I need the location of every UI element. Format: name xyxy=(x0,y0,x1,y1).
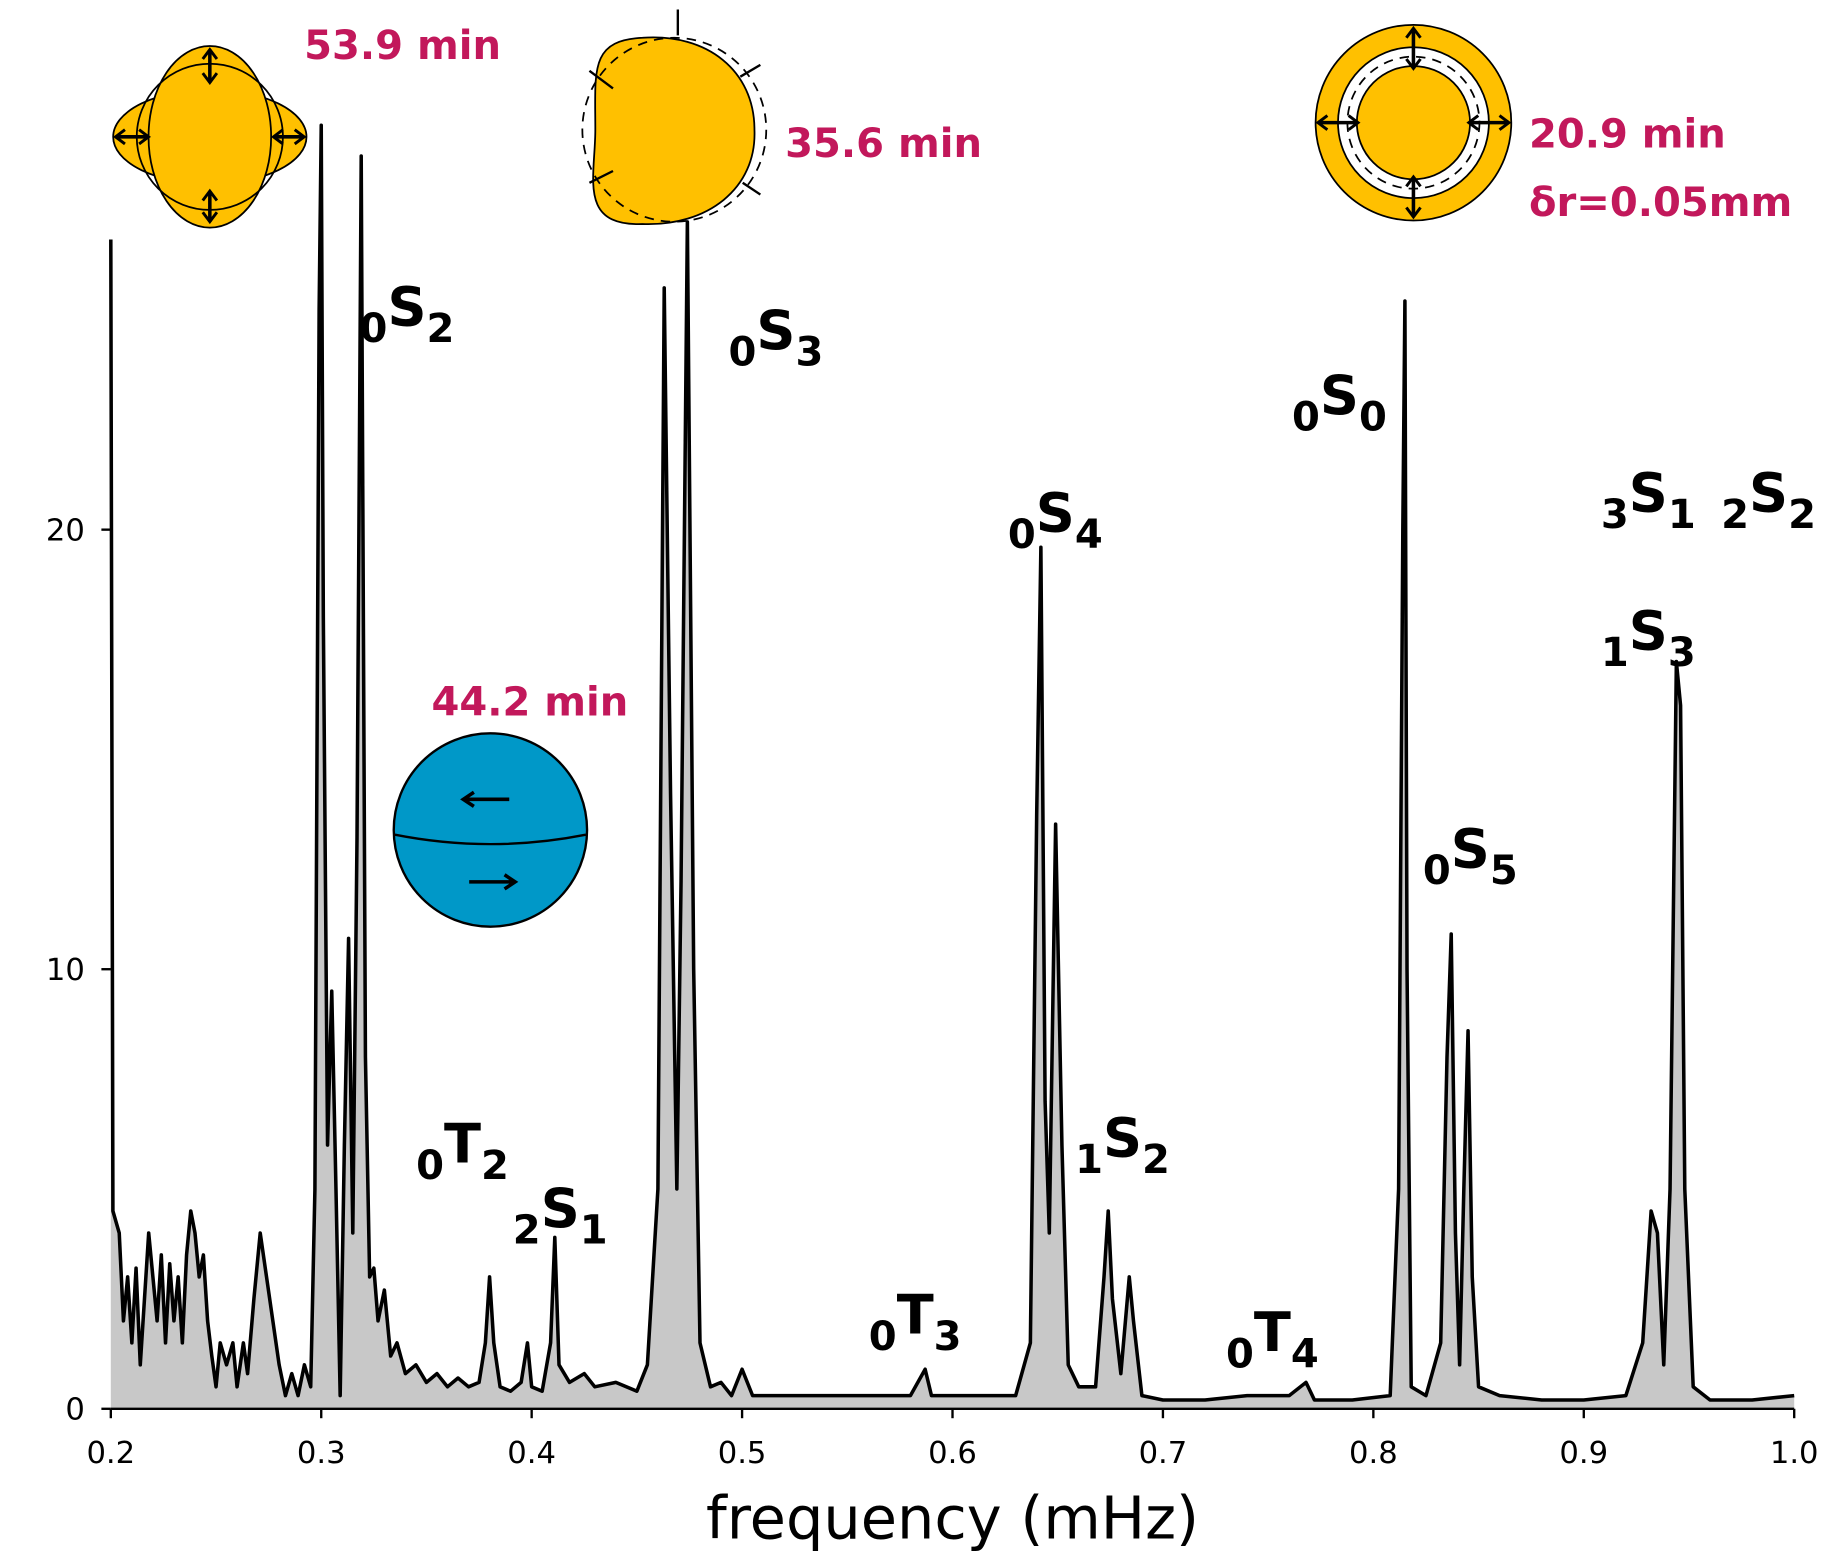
mode-degree: 2 xyxy=(481,1143,509,1189)
spectrum-line xyxy=(109,123,1795,1402)
mode-label: 2S1 xyxy=(513,1177,608,1254)
mode-label: 0S4 xyxy=(1008,482,1103,559)
mode-order: 1 xyxy=(1601,630,1629,676)
mode-label: 1S3 xyxy=(1601,600,1696,677)
mode-label: 0S5 xyxy=(1423,818,1518,895)
x-axis-title: frequency (mHz) xyxy=(706,1483,1199,1552)
mode-kind: S xyxy=(1036,482,1075,545)
mode-kind: S xyxy=(1451,818,1490,881)
mode-degree: 3 xyxy=(795,330,823,376)
mode-kind: S xyxy=(1749,462,1788,525)
x-tick-label: 0.7 xyxy=(1139,1436,1188,1471)
mode-label: 0S2 xyxy=(360,275,455,352)
x-tick-label: 0.5 xyxy=(718,1436,767,1471)
mode-label: 2S2 xyxy=(1721,462,1816,539)
mode-icon-0s2 xyxy=(112,45,308,229)
mode-label: 3S1 xyxy=(1601,462,1696,539)
period-note: 20.9 min xyxy=(1529,111,1726,157)
mode-label: 0T4 xyxy=(1226,1301,1319,1378)
x-tick-label: 1.0 xyxy=(1770,1436,1819,1471)
x-tick-label: 0.8 xyxy=(1349,1436,1398,1471)
mode-order: 2 xyxy=(513,1208,541,1254)
y-tick-label: 20 xyxy=(46,513,85,548)
mode-degree: 2 xyxy=(427,306,455,352)
y-tick-label: 10 xyxy=(46,953,85,988)
mode-label: 0S0 xyxy=(1292,364,1387,441)
mode-order: 0 xyxy=(416,1143,444,1189)
mode-order: 0 xyxy=(1423,848,1451,894)
mode-order: 0 xyxy=(1226,1332,1254,1378)
mode-order: 0 xyxy=(1292,394,1320,440)
x-tick-label: 0.6 xyxy=(928,1436,977,1471)
mode-kind: S xyxy=(387,275,426,338)
mode-order: 0 xyxy=(360,306,388,352)
x-tick-label: 0.4 xyxy=(507,1436,556,1471)
mode-degree: 1 xyxy=(580,1208,608,1254)
x-tick-label: 0.9 xyxy=(1559,1436,1608,1471)
mode-degree: 1 xyxy=(1668,492,1696,538)
mode-degree: 4 xyxy=(1291,1332,1319,1378)
mode-kind: S xyxy=(756,299,795,362)
mode-order: 0 xyxy=(869,1314,897,1360)
period-note: 53.9 min xyxy=(304,23,501,69)
mode-order: 2 xyxy=(1721,492,1749,538)
mode-kind: S xyxy=(541,1177,580,1240)
mode-label: 0T3 xyxy=(869,1283,962,1360)
mode-degree: 5 xyxy=(1490,848,1518,894)
mode-order: 3 xyxy=(1601,492,1629,538)
mode-order: 0 xyxy=(1008,512,1036,558)
x-tick-label: 0.3 xyxy=(297,1436,346,1471)
mode-kind: T xyxy=(897,1283,934,1346)
mode-label: 1S2 xyxy=(1075,1107,1170,1184)
mode-degree: 4 xyxy=(1075,512,1103,558)
y-tick-label: 0 xyxy=(65,1392,84,1427)
mode-degree: 3 xyxy=(934,1314,962,1360)
mode-kind: S xyxy=(1320,364,1359,427)
mode-kind: T xyxy=(1254,1301,1291,1364)
mode-label: 0S3 xyxy=(729,299,824,376)
mode-degree: 3 xyxy=(1668,630,1696,676)
mode-kind: S xyxy=(1103,1107,1142,1170)
mode-icon-0s3 xyxy=(581,9,768,225)
mode-kind: T xyxy=(444,1112,481,1175)
mode-icon-0s0 xyxy=(1314,23,1513,222)
mode-degree: 0 xyxy=(1359,394,1387,440)
mode-icon-0t2 xyxy=(392,732,589,928)
period-note: 35.6 min xyxy=(785,121,982,167)
mode-degree: 2 xyxy=(1142,1137,1170,1183)
mode-label: 0T2 xyxy=(416,1112,509,1189)
mode-kind: S xyxy=(1629,462,1668,525)
period-note: δr=0.05mm xyxy=(1529,180,1792,226)
period-note: 44.2 min xyxy=(431,680,628,726)
mode-order: 0 xyxy=(729,330,757,376)
mode-order: 1 xyxy=(1075,1137,1103,1183)
mode-degree: 2 xyxy=(1788,492,1816,538)
mode-kind: S xyxy=(1629,600,1668,663)
x-tick-label: 0.2 xyxy=(86,1436,135,1471)
